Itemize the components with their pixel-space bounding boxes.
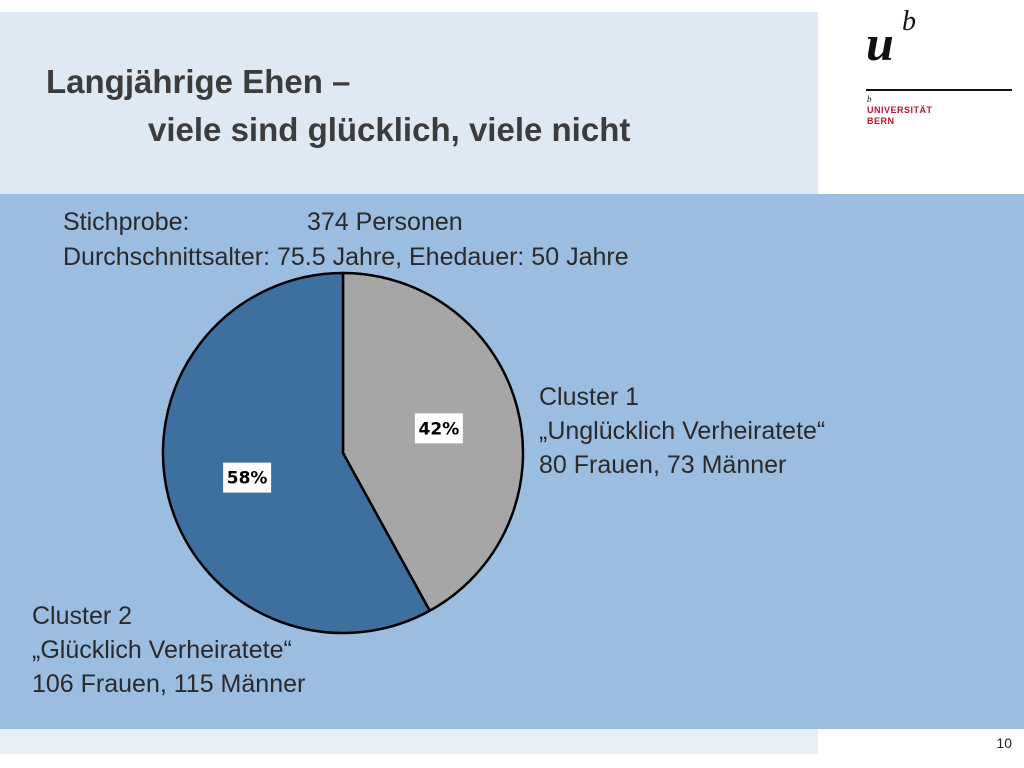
sample-row: Stichprobe: 374 Personen — [63, 205, 629, 240]
logo-name-line1: UNIVERSITÄT — [867, 105, 933, 115]
logo-name: UNIVERSITÄT BERN — [867, 105, 933, 127]
page-number: 10 — [996, 735, 1012, 751]
pie-slice-2 — [161, 271, 431, 635]
sample-details: Durchschnittsalter: 75.5 Jahre, Ehedauer… — [63, 243, 629, 271]
university-logo: u b b UNIVERSITÄT BERN — [862, 8, 1014, 128]
pie-label-2: 58% — [223, 462, 272, 493]
cluster-1-caption: Cluster 1 „Unglücklich Verheiratete“ 80 … — [539, 380, 825, 482]
pie-label-text: 58% — [227, 469, 268, 489]
sample-value: 374 Personen — [307, 208, 463, 236]
pie-label-box — [414, 413, 463, 444]
cluster-2-label: „Glücklich Verheiratete“ — [32, 636, 292, 664]
sample-info: Stichprobe: 374 Personen Durchschnittsalt… — [63, 205, 629, 275]
cluster-1-label: „Unglücklich Verheiratete“ — [539, 417, 826, 445]
slide-title-line1: Langjährige Ehen – — [46, 63, 351, 100]
sample-label: Stichprobe: — [63, 208, 190, 236]
logo-name-line2: BERN — [867, 116, 895, 126]
cluster-2-counts: 106 Frauen, 115 Männer — [32, 670, 306, 698]
cluster-2-name: Cluster 2 — [32, 602, 133, 630]
slide-title-line2: viele sind glücklich, viele nicht — [148, 111, 631, 148]
pie-label-text: 42% — [419, 419, 460, 439]
cluster-2-caption: Cluster 2 „Glücklich Verheiratete“ 106 F… — [32, 599, 305, 701]
pie-chart: 42% 58% — [161, 271, 525, 635]
logo-rule — [866, 89, 1012, 91]
logo-mark-b-small: b — [867, 94, 872, 104]
logo-mark-b: b — [902, 6, 916, 37]
logo-mark-u: u — [866, 15, 894, 71]
footer-strip — [0, 729, 818, 754]
pie-label-box — [223, 462, 272, 493]
header-band — [0, 12, 818, 194]
cluster-1-name: Cluster 1 — [539, 383, 640, 411]
pie-label-1: 42% — [414, 413, 463, 444]
cluster-1-counts: 80 Frauen, 73 Männer — [539, 451, 787, 479]
slide-title: Langjährige Ehen – viele sind glücklich,… — [46, 58, 630, 154]
